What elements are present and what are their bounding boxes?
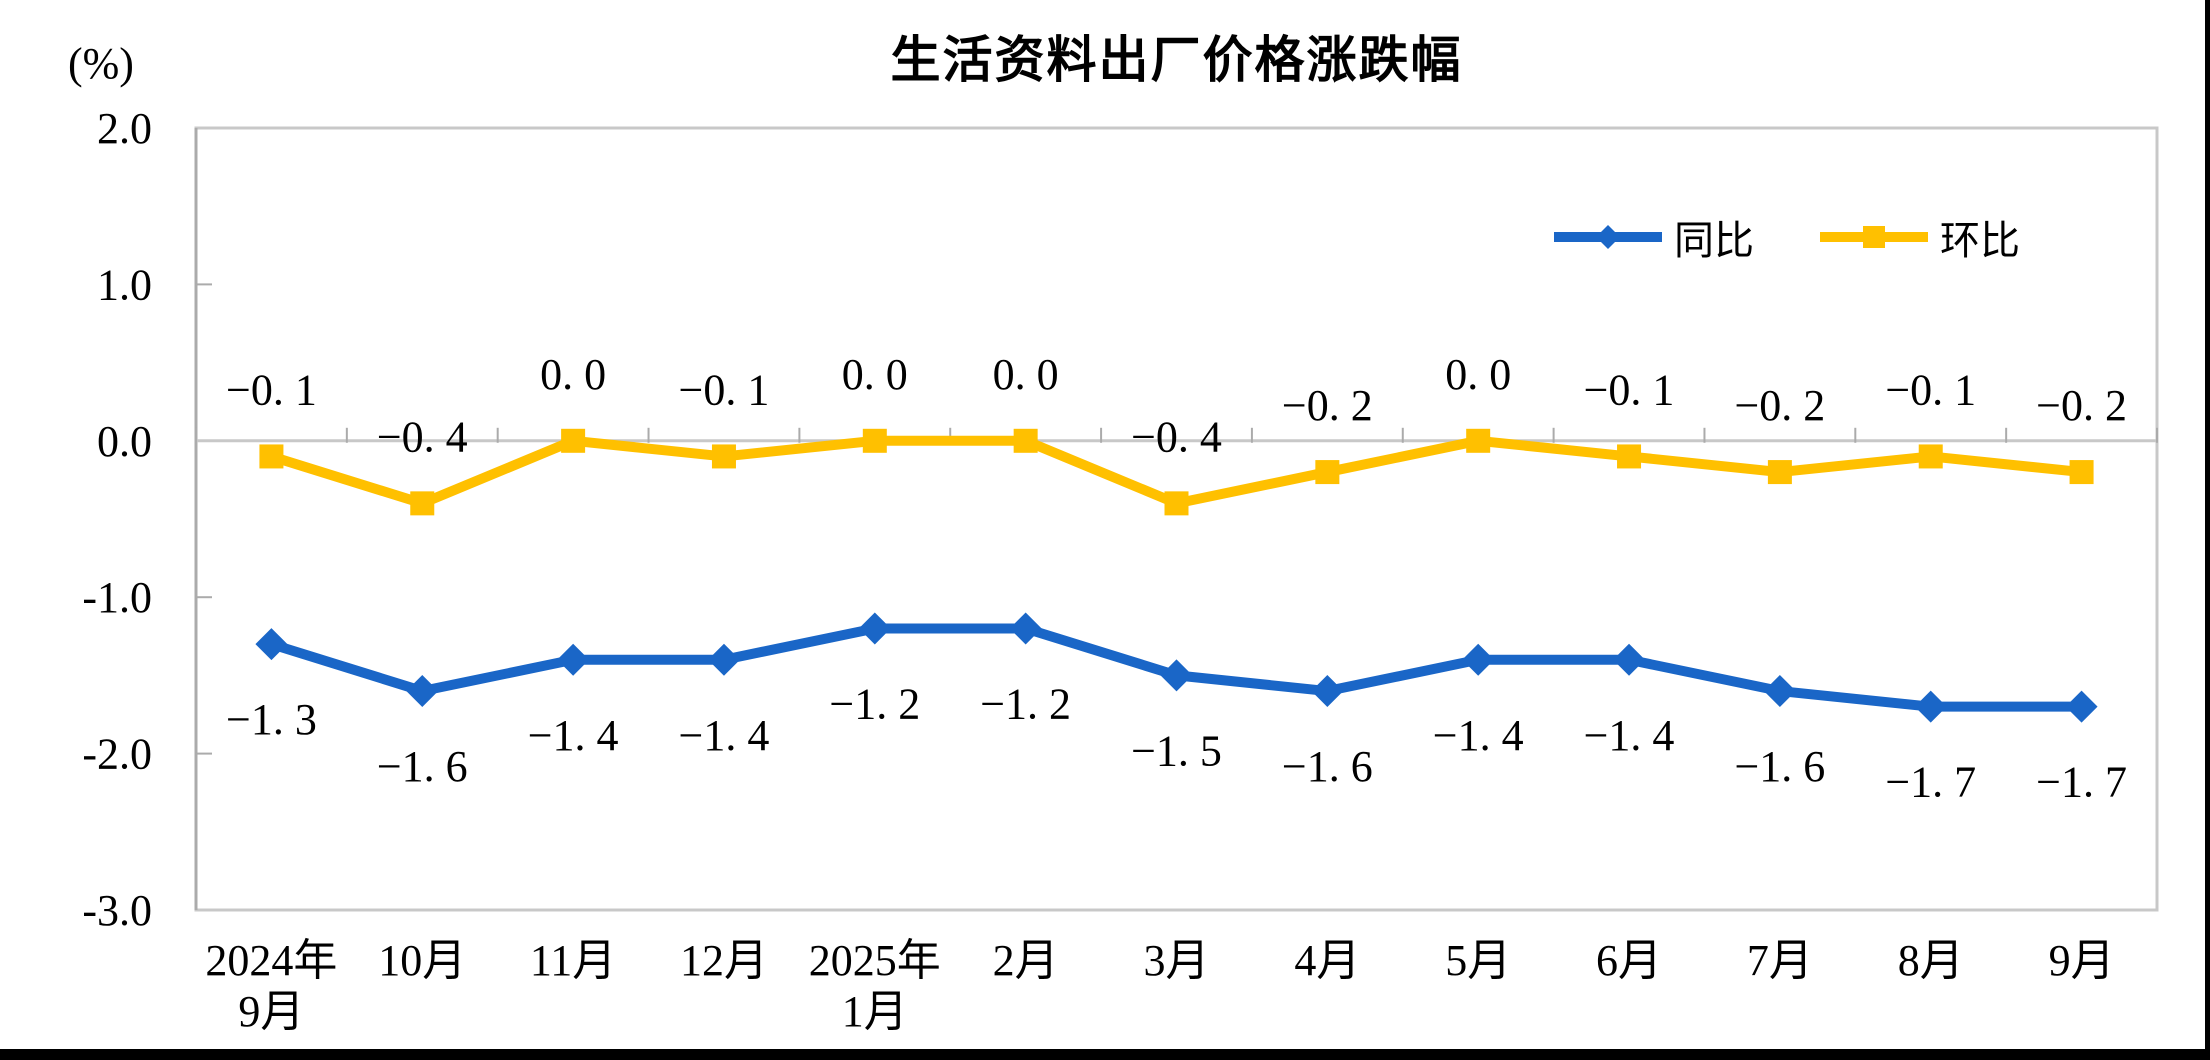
chart-title: 生活资料出厂价格涨跌幅 — [890, 32, 1463, 88]
y-axis-unit-label: (%) — [68, 39, 134, 88]
legend-item-yoy: 同比 — [1552, 208, 1754, 266]
data-point-marker-yoy — [406, 675, 439, 708]
y-axis-label: -3.0 — [82, 886, 152, 935]
data-label-mom: 0. 0 — [540, 350, 606, 399]
y-axis-label: -1.0 — [82, 573, 152, 622]
data-point-marker-yoy — [858, 612, 891, 645]
data-label-mom: 0. 0 — [842, 350, 908, 399]
screenshot-bottom-edge — [0, 1049, 2210, 1060]
data-point-marker-mom — [1466, 428, 1491, 453]
y-axis-label: -2.0 — [82, 730, 152, 779]
legend: 同比 环比 — [1552, 208, 2020, 266]
data-label-yoy: −1. 4 — [1584, 711, 1675, 760]
x-axis-label: 2025年 — [809, 936, 941, 985]
x-axis-label: 11月 — [530, 936, 616, 985]
data-point-marker-yoy — [1763, 675, 1796, 708]
x-axis-label: 6月 — [1596, 936, 1662, 985]
data-label-mom: −0. 1 — [679, 365, 770, 414]
data-label-mom: −0. 2 — [2036, 381, 2127, 430]
data-point-marker-mom — [711, 444, 736, 469]
data-point-marker-mom — [1315, 460, 1340, 485]
x-axis-label: 2024年 — [205, 936, 337, 985]
data-label-mom: −0. 2 — [1282, 381, 1373, 430]
y-axis-label: 0.0 — [97, 417, 152, 466]
data-label-yoy: −1. 3 — [226, 695, 317, 744]
x-axis-label: 9月 — [238, 987, 304, 1036]
data-point-marker-yoy — [707, 643, 740, 676]
data-label-yoy: −1. 6 — [1282, 742, 1373, 791]
legend-square-marker-mom — [1863, 226, 1885, 248]
x-axis-label: 7月 — [1747, 936, 1813, 985]
data-point-marker-yoy — [1462, 643, 1495, 676]
legend-label-yoy: 同比 — [1674, 218, 1754, 263]
x-axis-label: 5月 — [1445, 936, 1511, 985]
x-axis-label: 10月 — [378, 936, 466, 985]
y-axis-label: 1.0 — [97, 260, 152, 309]
data-point-marker-yoy — [1914, 690, 1947, 723]
data-point-marker-yoy — [2065, 690, 2098, 723]
data-label-yoy: −1. 2 — [980, 679, 1071, 728]
x-axis-label: 12月 — [680, 936, 768, 985]
x-axis-label: 8月 — [1898, 936, 1964, 985]
data-point-marker-mom — [1918, 444, 1943, 469]
data-point-marker-mom — [1617, 444, 1642, 469]
data-label-yoy: −1. 7 — [1885, 758, 1976, 807]
data-point-marker-mom — [862, 428, 887, 453]
data-point-marker-mom — [561, 428, 586, 453]
legend-diamond-marker-yoy — [1596, 225, 1620, 249]
data-point-marker-mom — [1013, 428, 1038, 453]
data-label-mom: 0. 0 — [993, 350, 1059, 399]
data-label-mom: −0. 1 — [1584, 365, 1675, 414]
data-label-yoy: −1. 5 — [1131, 726, 1222, 775]
data-point-marker-yoy — [1009, 612, 1042, 645]
data-label-mom: −0. 1 — [226, 365, 317, 414]
data-label-yoy: −1. 4 — [1433, 711, 1524, 760]
data-point-marker-yoy — [1311, 675, 1344, 708]
data-point-marker-mom — [1164, 491, 1189, 516]
legend-item-mom: 环比 — [1818, 208, 2020, 266]
data-label-yoy: −1. 4 — [528, 711, 619, 760]
legend-swatch-mom — [1820, 226, 1928, 248]
data-label-mom: 0. 0 — [1445, 350, 1511, 399]
data-point-marker-yoy — [557, 643, 590, 676]
data-label-yoy: −1. 6 — [1734, 742, 1825, 791]
x-axis-label: 2月 — [993, 936, 1059, 985]
x-axis-label: 9月 — [2049, 936, 2115, 985]
x-axis-label: 3月 — [1144, 936, 1210, 985]
screenshot-right-edge — [2205, 0, 2210, 1060]
data-label-mom: −0. 4 — [377, 412, 468, 461]
legend-swatch-yoy — [1554, 225, 1662, 249]
y-axis-label: 2.0 — [97, 104, 152, 153]
data-label-yoy: −1. 7 — [2036, 758, 2127, 807]
data-point-marker-yoy — [1613, 643, 1646, 676]
data-point-marker-yoy — [255, 628, 288, 661]
data-label-yoy: −1. 2 — [829, 679, 920, 728]
data-label-yoy: −1. 4 — [679, 711, 770, 760]
data-point-marker-yoy — [1160, 659, 1193, 692]
data-label-mom: −0. 1 — [1885, 365, 1976, 414]
data-point-marker-mom — [410, 491, 435, 516]
data-label-yoy: −1. 6 — [377, 742, 468, 791]
x-axis-label: 1月 — [842, 987, 908, 1036]
legend-label-mom: 环比 — [1940, 218, 2020, 263]
data-label-mom: −0. 2 — [1734, 381, 1825, 430]
data-point-marker-mom — [1767, 460, 1792, 485]
data-point-marker-mom — [259, 444, 284, 469]
x-axis-label: 4月 — [1294, 936, 1360, 985]
data-point-marker-mom — [2069, 460, 2094, 485]
data-label-mom: −0. 4 — [1131, 412, 1222, 461]
